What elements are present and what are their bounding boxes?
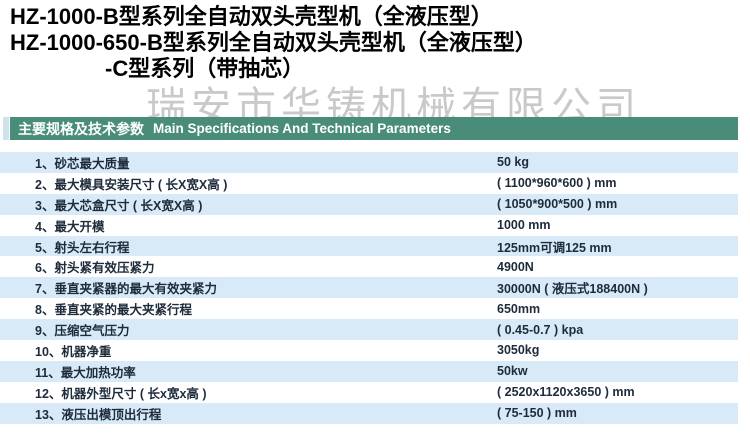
product-titles: HZ-1000-B型系列全自动双头壳型机（全液压型） HZ-1000-650-B… <box>10 4 537 82</box>
row-number: 5、 <box>35 240 55 255</box>
table-row: 3、 最大芯盒尺寸 ( 长X宽X高 ) ( 1050*900*500 ) mm <box>0 193 738 215</box>
row-value: 3050kg <box>497 343 540 358</box>
table-row: 9、 压缩空气压力 ( 0.45-0.7 ) kpa <box>0 319 738 341</box>
row-value: ( 2520x1120x3650 ) mm <box>497 385 635 400</box>
row-number: 12、 <box>35 386 62 401</box>
row-value: 50 kg <box>497 155 529 170</box>
section-title-zh: 主要规格及技术参数 <box>18 120 144 137</box>
row-label: 最大模具安装尺寸 ( 长X宽X高 ) <box>54 177 228 192</box>
row-number: 10、 <box>35 344 62 359</box>
table-row: 7、 垂直夹紧器的最大有效夹紧力 30000N ( 液压式188400N ) <box>0 277 738 299</box>
row-number: 9、 <box>35 324 55 339</box>
table-row: 8、 垂直夹紧的最大夹紧行程 650mm <box>0 298 738 320</box>
row-value: ( 1100*960*600 ) mm <box>497 176 617 191</box>
table-row: 10、 机器净重 3050kg <box>0 340 738 361</box>
row-number: 4、 <box>35 219 55 234</box>
product-title-line-1: HZ-1000-B型系列全自动双头壳型机（全液压型） <box>10 4 493 29</box>
product-title-line-2: HZ-1000-650-B型系列全自动双头壳型机（全液压型） <box>10 30 537 55</box>
table-row: 1、 砂芯最大质量 50 kg <box>0 152 738 173</box>
table-row: 12、 机器外型尺寸 ( 长x宽x高 ) ( 2520x1120x3650 ) m… <box>0 381 738 403</box>
section-header-bar: 主要规格及技术参数 Main Specifications And Techni… <box>10 117 738 140</box>
row-label: 垂直夹紧的最大夹紧行程 <box>54 303 192 318</box>
table-row: 11、 最大加热功率 50kw <box>0 360 738 382</box>
table-row: 2、 最大模具安装尺寸 ( 长X宽X高 ) ( 1100*960*600 ) mm <box>0 172 738 194</box>
table-row: 5、 射头左右行程 125mm可调125 mm <box>0 235 738 257</box>
row-label: 机器净重 <box>61 344 112 359</box>
row-label: 最大芯盒尺寸 ( 长X宽X高 ) <box>54 198 203 213</box>
row-number: 11、 <box>35 365 61 380</box>
row-number: 8、 <box>35 303 55 318</box>
row-value: ( 75-150 ) mm <box>497 406 577 421</box>
row-number: 1、 <box>35 156 55 171</box>
row-label: 砂芯最大质量 <box>54 156 130 171</box>
row-number: 3、 <box>35 198 55 213</box>
row-value: 50kw <box>497 364 528 379</box>
row-value: ( 1050*900*500 ) mm <box>497 197 618 212</box>
row-number: 2、 <box>35 177 55 192</box>
row-label: 射头紧有效压紧力 <box>54 261 155 276</box>
header-left-strip <box>3 117 9 140</box>
row-value: 125mm可调125 mm <box>497 240 612 255</box>
row-number: 6、 <box>35 261 55 276</box>
table-row: 4、 最大开模 1000 mm <box>0 214 738 236</box>
row-value: 4900N <box>497 259 534 274</box>
row-label: 射头左右行程 <box>54 240 130 255</box>
row-label: 液压出模顶出行程 <box>61 407 162 422</box>
row-value: ( 0.45-0.7 ) kpa <box>497 322 584 337</box>
row-number: 7、 <box>35 282 55 297</box>
row-label: 最大开模 <box>54 219 105 234</box>
row-label: 机器外型尺寸 ( 长x宽x高 ) <box>61 386 207 401</box>
row-value: 1000 mm <box>497 218 551 233</box>
product-title-line-3: -C型系列（带抽芯） <box>105 56 305 81</box>
table-row: 13、 液压出模顶出行程 ( 75-150 ) mm <box>0 402 738 424</box>
row-value: 30000N ( 液压式188400N ) <box>497 282 648 297</box>
row-label: 垂直夹紧器的最大有效夹紧力 <box>54 282 217 297</box>
row-label: 压缩空气压力 <box>54 324 130 339</box>
section-title-en: Main Specifications And Technical Parame… <box>153 121 451 136</box>
row-value: 650mm <box>497 301 541 316</box>
row-number: 13、 <box>35 407 62 422</box>
row-label: 最大加热功率 <box>60 365 136 380</box>
table-row: 6、 射头紧有效压紧力 4900N <box>0 256 738 278</box>
spec-table: 1、 砂芯最大质量 50 kg 2、 最大模具安装尺寸 ( 长X宽X高 ) ( 11… <box>0 152 738 424</box>
